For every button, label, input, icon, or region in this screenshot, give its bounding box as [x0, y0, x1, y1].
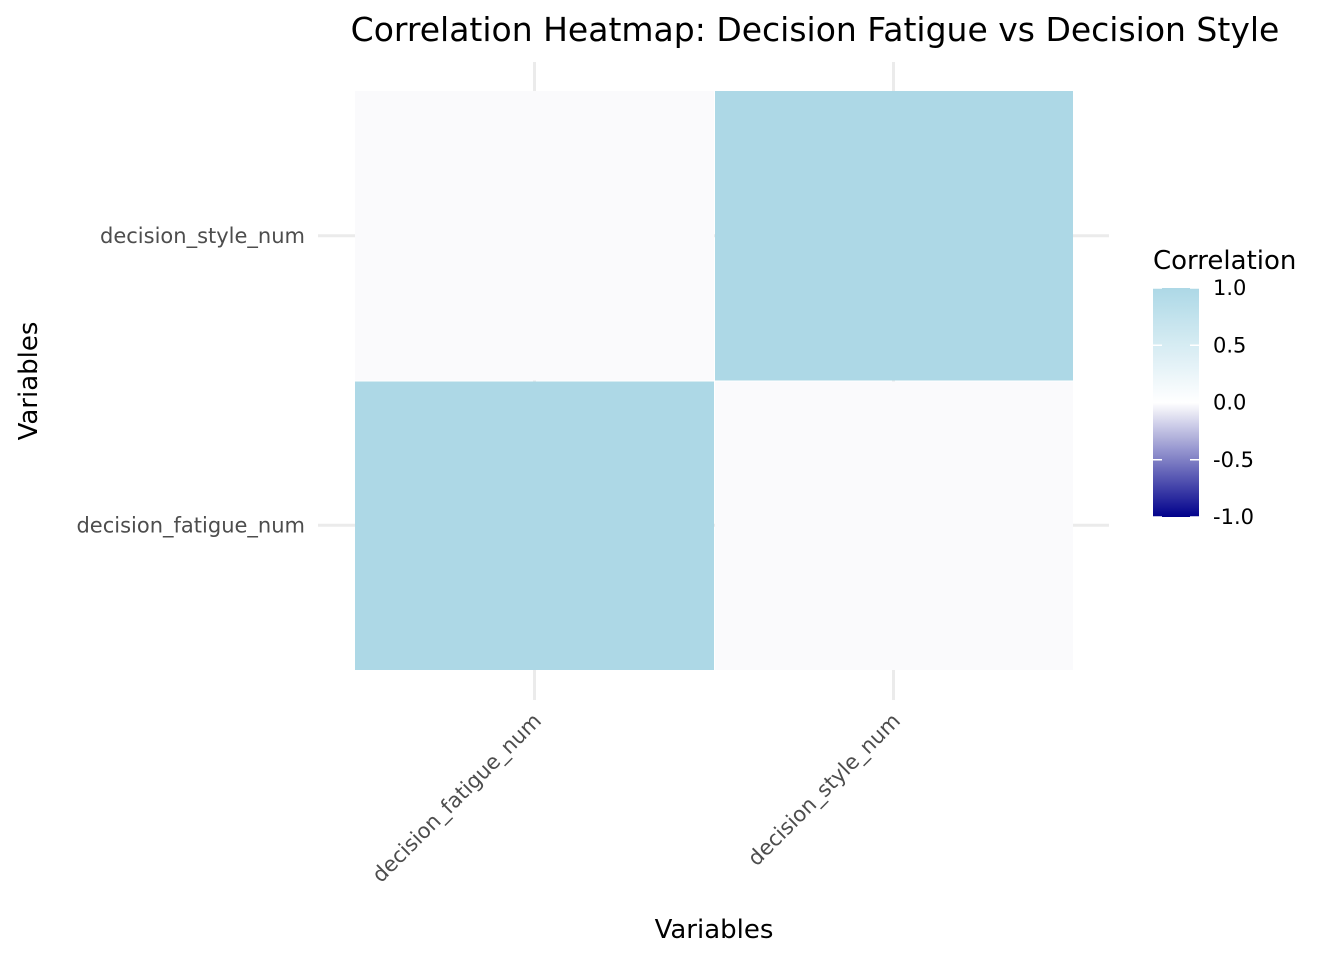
x-axis-ticks: decision_fatigue_num decision_style_num [367, 709, 905, 888]
heatmap-cell [355, 381, 714, 670]
x-tick-label: decision_fatigue_num [367, 709, 546, 888]
heatmap-cell [355, 91, 714, 381]
y-axis-title: Variables [14, 322, 44, 441]
x-axis-title: Variables [655, 915, 774, 945]
legend-tick-label: -1.0 [1213, 505, 1254, 529]
heatmap-cell [715, 91, 1073, 381]
legend-tick-label: 0.0 [1213, 391, 1246, 415]
heatmap-cells [355, 91, 1073, 670]
y-tick-label: decision_style_num [100, 224, 305, 249]
y-axis-ticks: decision_fatigue_num decision_style_num [76, 224, 305, 539]
legend: Correlation 1.0 0.5 0.0 -0.5 -1.0 [1153, 246, 1296, 529]
y-tick-label: decision_fatigue_num [76, 513, 305, 538]
chart-title: Correlation Heatmap: Decision Fatigue vs… [351, 10, 1280, 49]
legend-tick-label: 0.5 [1213, 333, 1246, 357]
legend-title: Correlation [1153, 246, 1296, 276]
legend-tick-label: 1.0 [1213, 276, 1246, 300]
heatmap-cell [715, 381, 1073, 670]
legend-tick-label: -0.5 [1213, 448, 1254, 472]
x-tick-label: decision_style_num [743, 709, 906, 872]
